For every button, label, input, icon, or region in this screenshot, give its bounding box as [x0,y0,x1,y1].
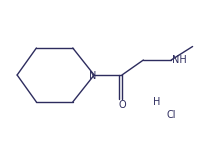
Text: N: N [89,71,97,81]
Text: H: H [153,97,160,107]
Text: O: O [118,100,126,110]
Text: Cl: Cl [166,111,176,120]
Text: NH: NH [172,55,187,65]
